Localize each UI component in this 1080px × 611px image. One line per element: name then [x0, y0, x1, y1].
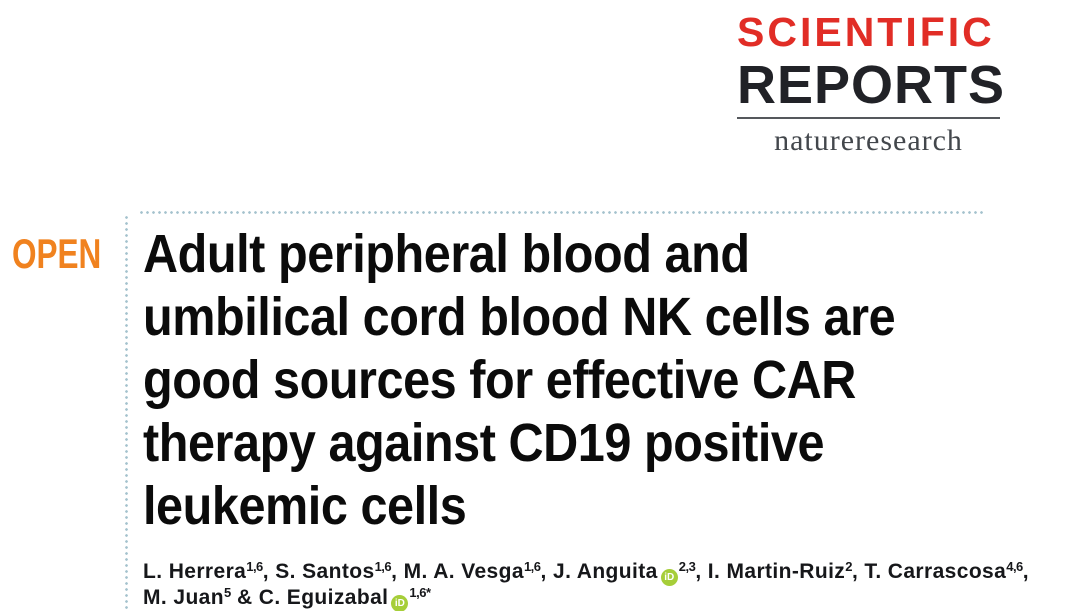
article-title-line: Adult peripheral blood and [143, 224, 750, 284]
author-affiliation-superscript: 1,6 [374, 559, 392, 574]
journal-logo: SCIENTIFIC REPORTS natureresearch [737, 9, 1006, 157]
author-affiliation-superscript: 1,6 [523, 559, 541, 574]
author-affiliation-superscript: 2,3 [678, 559, 696, 574]
article-title-line: leukemic cells [143, 476, 467, 536]
article-title-line: therapy against CD19 positive [143, 413, 825, 473]
article-title: Adult peripheral blood and umbilical cor… [143, 223, 896, 538]
journal-name-scientific: SCIENTIFIC [737, 9, 995, 55]
author-name-text: , M. A. Vesga [391, 560, 524, 583]
article-title-line: good sources for effective CAR [143, 350, 856, 410]
author-name-text: , T. Carrascosa [851, 560, 1007, 583]
orcid-icon[interactable]: iD [660, 569, 678, 586]
journal-name-reports: REPORTS [737, 55, 1006, 115]
author-name-text: , J. Anguita [540, 560, 658, 583]
author-name-text: & C. Eguizabal [230, 586, 389, 609]
dotted-rule-horizontal [140, 211, 985, 214]
article-title-line: umbilical cord blood NK cells are [143, 287, 896, 347]
author-affiliation-superscript: 2 [845, 559, 852, 574]
publisher-wordmark: natureresearch [774, 124, 963, 157]
author-line: M. Juan5 & C. Eguizabal iD1,6* [143, 585, 1029, 611]
author-name-text: , S. Santos [262, 560, 375, 583]
author-name-text: L. Herrera [143, 560, 247, 583]
author-name-text: M. Juan [143, 586, 224, 609]
dotted-rule-vertical [125, 216, 128, 611]
author-affiliation-superscript: 5 [223, 585, 231, 600]
author-name-text: , I. Martin-Ruiz [695, 560, 846, 583]
author-name-text: , [1022, 560, 1030, 583]
author-affiliation-superscript: 1,6* [409, 585, 431, 600]
author-line: L. Herrera1,6, S. Santos1,6, M. A. Vesga… [143, 559, 1030, 586]
orcid-icon[interactable]: iD [391, 595, 409, 611]
open-access-label: OPEN [12, 230, 102, 277]
logo-divider-line [737, 117, 1000, 119]
author-list: L. Herrera1,6, S. Santos1,6, M. A. Vesga… [143, 559, 1030, 611]
author-affiliation-superscript: 1,6 [246, 559, 263, 574]
author-affiliation-superscript: 4,6 [1006, 559, 1023, 574]
